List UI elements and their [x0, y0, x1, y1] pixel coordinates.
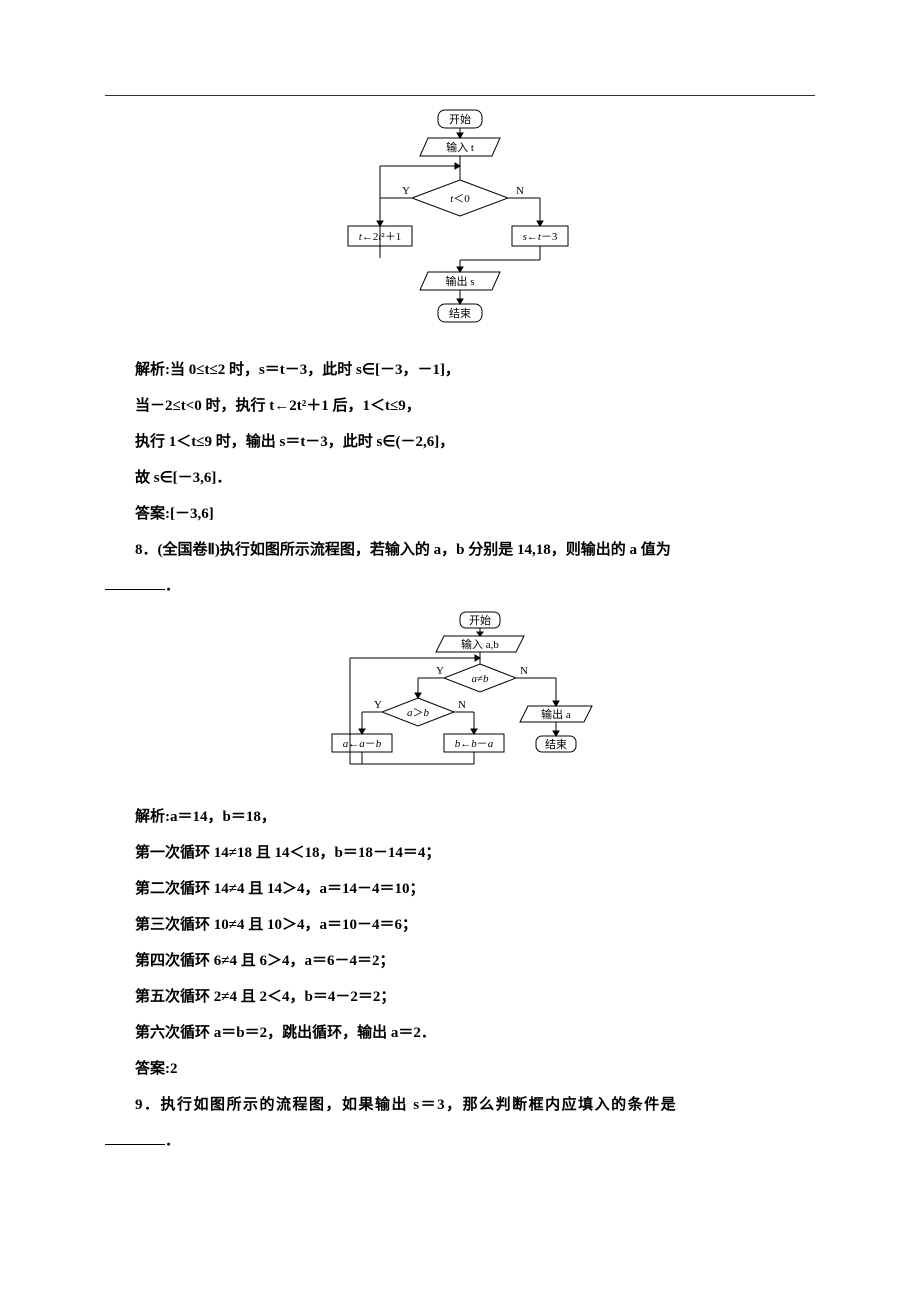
fc1-output: 输出 s: [445, 274, 474, 288]
sol8-l3: 第二次循环 14≠4 且 14＞4，a＝14－4＝10；: [105, 871, 815, 907]
top-rule: [105, 95, 815, 96]
fc1-end: 结束: [449, 307, 471, 320]
fc2-out: 输出 a: [541, 707, 571, 721]
fc2-y1: Y: [436, 665, 444, 677]
sol7-l4: 故 s∈[－3,6]．: [105, 460, 815, 496]
fc2-n2: N: [458, 699, 466, 711]
sol8-l6: 第五次循环 2≠4 且 2＜4，b＝4－2＝2；: [105, 979, 815, 1015]
svg-text:b←b－a: b←b－a: [455, 738, 494, 750]
flowchart-7-svg: 开始 输入 t t＜0 Y N t←2t²＋1: [320, 108, 600, 333]
svg-text:a＞b: a＞b: [407, 707, 430, 719]
fc1-input: 输入 t: [446, 140, 474, 154]
sol8-l4: 第三次循环 10≠4 且 10＞4，a＝10－4＝6；: [105, 907, 815, 943]
fc1-start: 开始: [449, 112, 471, 126]
sol8-ans: 答案:2: [105, 1051, 815, 1087]
sol8-l5: 第四次循环 6≠4 且 6＞4，a＝6－4＝2；: [105, 943, 815, 979]
flowchart-8-svg: 开始 输入 a,b a≠b Y N 输出 a 结束: [310, 610, 610, 780]
q8-body: 8．(全国卷Ⅱ)执行如图所示流程图，若输入的 a，b 分别是 14,18，则输出…: [135, 542, 671, 558]
q8-text: 8．(全国卷Ⅱ)执行如图所示流程图，若输入的 a，b 分别是 14,18，则输出…: [105, 532, 815, 568]
flowchart-7: 开始 输入 t t＜0 Y N t←2t²＋1: [105, 108, 815, 338]
svg-text:a←a－b: a←a－b: [343, 738, 382, 750]
q9-body: 9．执行如图所示的流程图，如果输出 s＝3，那么判断框内应填入的条件是: [135, 1097, 677, 1113]
fc2-n1: N: [520, 665, 528, 677]
sol8-l7: 第六次循环 a＝b＝2，跳出循环，输出 a＝2．: [105, 1015, 815, 1051]
q9-text: 9．执行如图所示的流程图，如果输出 s＝3，那么判断框内应填入的条件是: [105, 1087, 815, 1123]
fc1-no: N: [516, 185, 524, 197]
sol7-l3: 执行 1＜t≤9 时，输出 s＝t－3，此时 s∈(－2,6]，: [105, 424, 815, 460]
fc2-end: 结束: [545, 738, 567, 751]
q9-blank-line: ．: [105, 1123, 815, 1159]
sol8-l2: 第一次循环 14≠18 且 14＜18，b＝18－14＝4；: [105, 835, 815, 871]
q9-blank: [105, 1144, 165, 1145]
q8-blank-line: ．: [105, 568, 815, 604]
sol7-l1: 解析:当 0≤t≤2 时，s＝t－3，此时 s∈[－3，－1]，: [105, 352, 815, 388]
q8-blank: [105, 589, 165, 590]
fc2-start: 开始: [469, 613, 491, 627]
sol7-l2: 当－2≤t<0 时，执行 t←2t²＋1 后，1＜t≤9，: [105, 388, 815, 424]
flowchart-8: 开始 输入 a,b a≠b Y N 输出 a 结束: [105, 610, 815, 785]
svg-text:t＜0: t＜0: [450, 193, 470, 205]
fc2-input: 输入 a,b: [461, 637, 499, 651]
svg-text:a≠b: a≠b: [471, 673, 489, 685]
fc1-yes: Y: [402, 185, 410, 197]
sol8-l1: 解析:a＝14，b＝18，: [105, 799, 815, 835]
fc2-y2: Y: [374, 699, 382, 711]
sol7-ans: 答案:[－3,6]: [105, 496, 815, 532]
page-container: 开始 输入 t t＜0 Y N t←2t²＋1: [0, 0, 920, 1302]
svg-text:s←t－3: s←t－3: [523, 231, 558, 243]
